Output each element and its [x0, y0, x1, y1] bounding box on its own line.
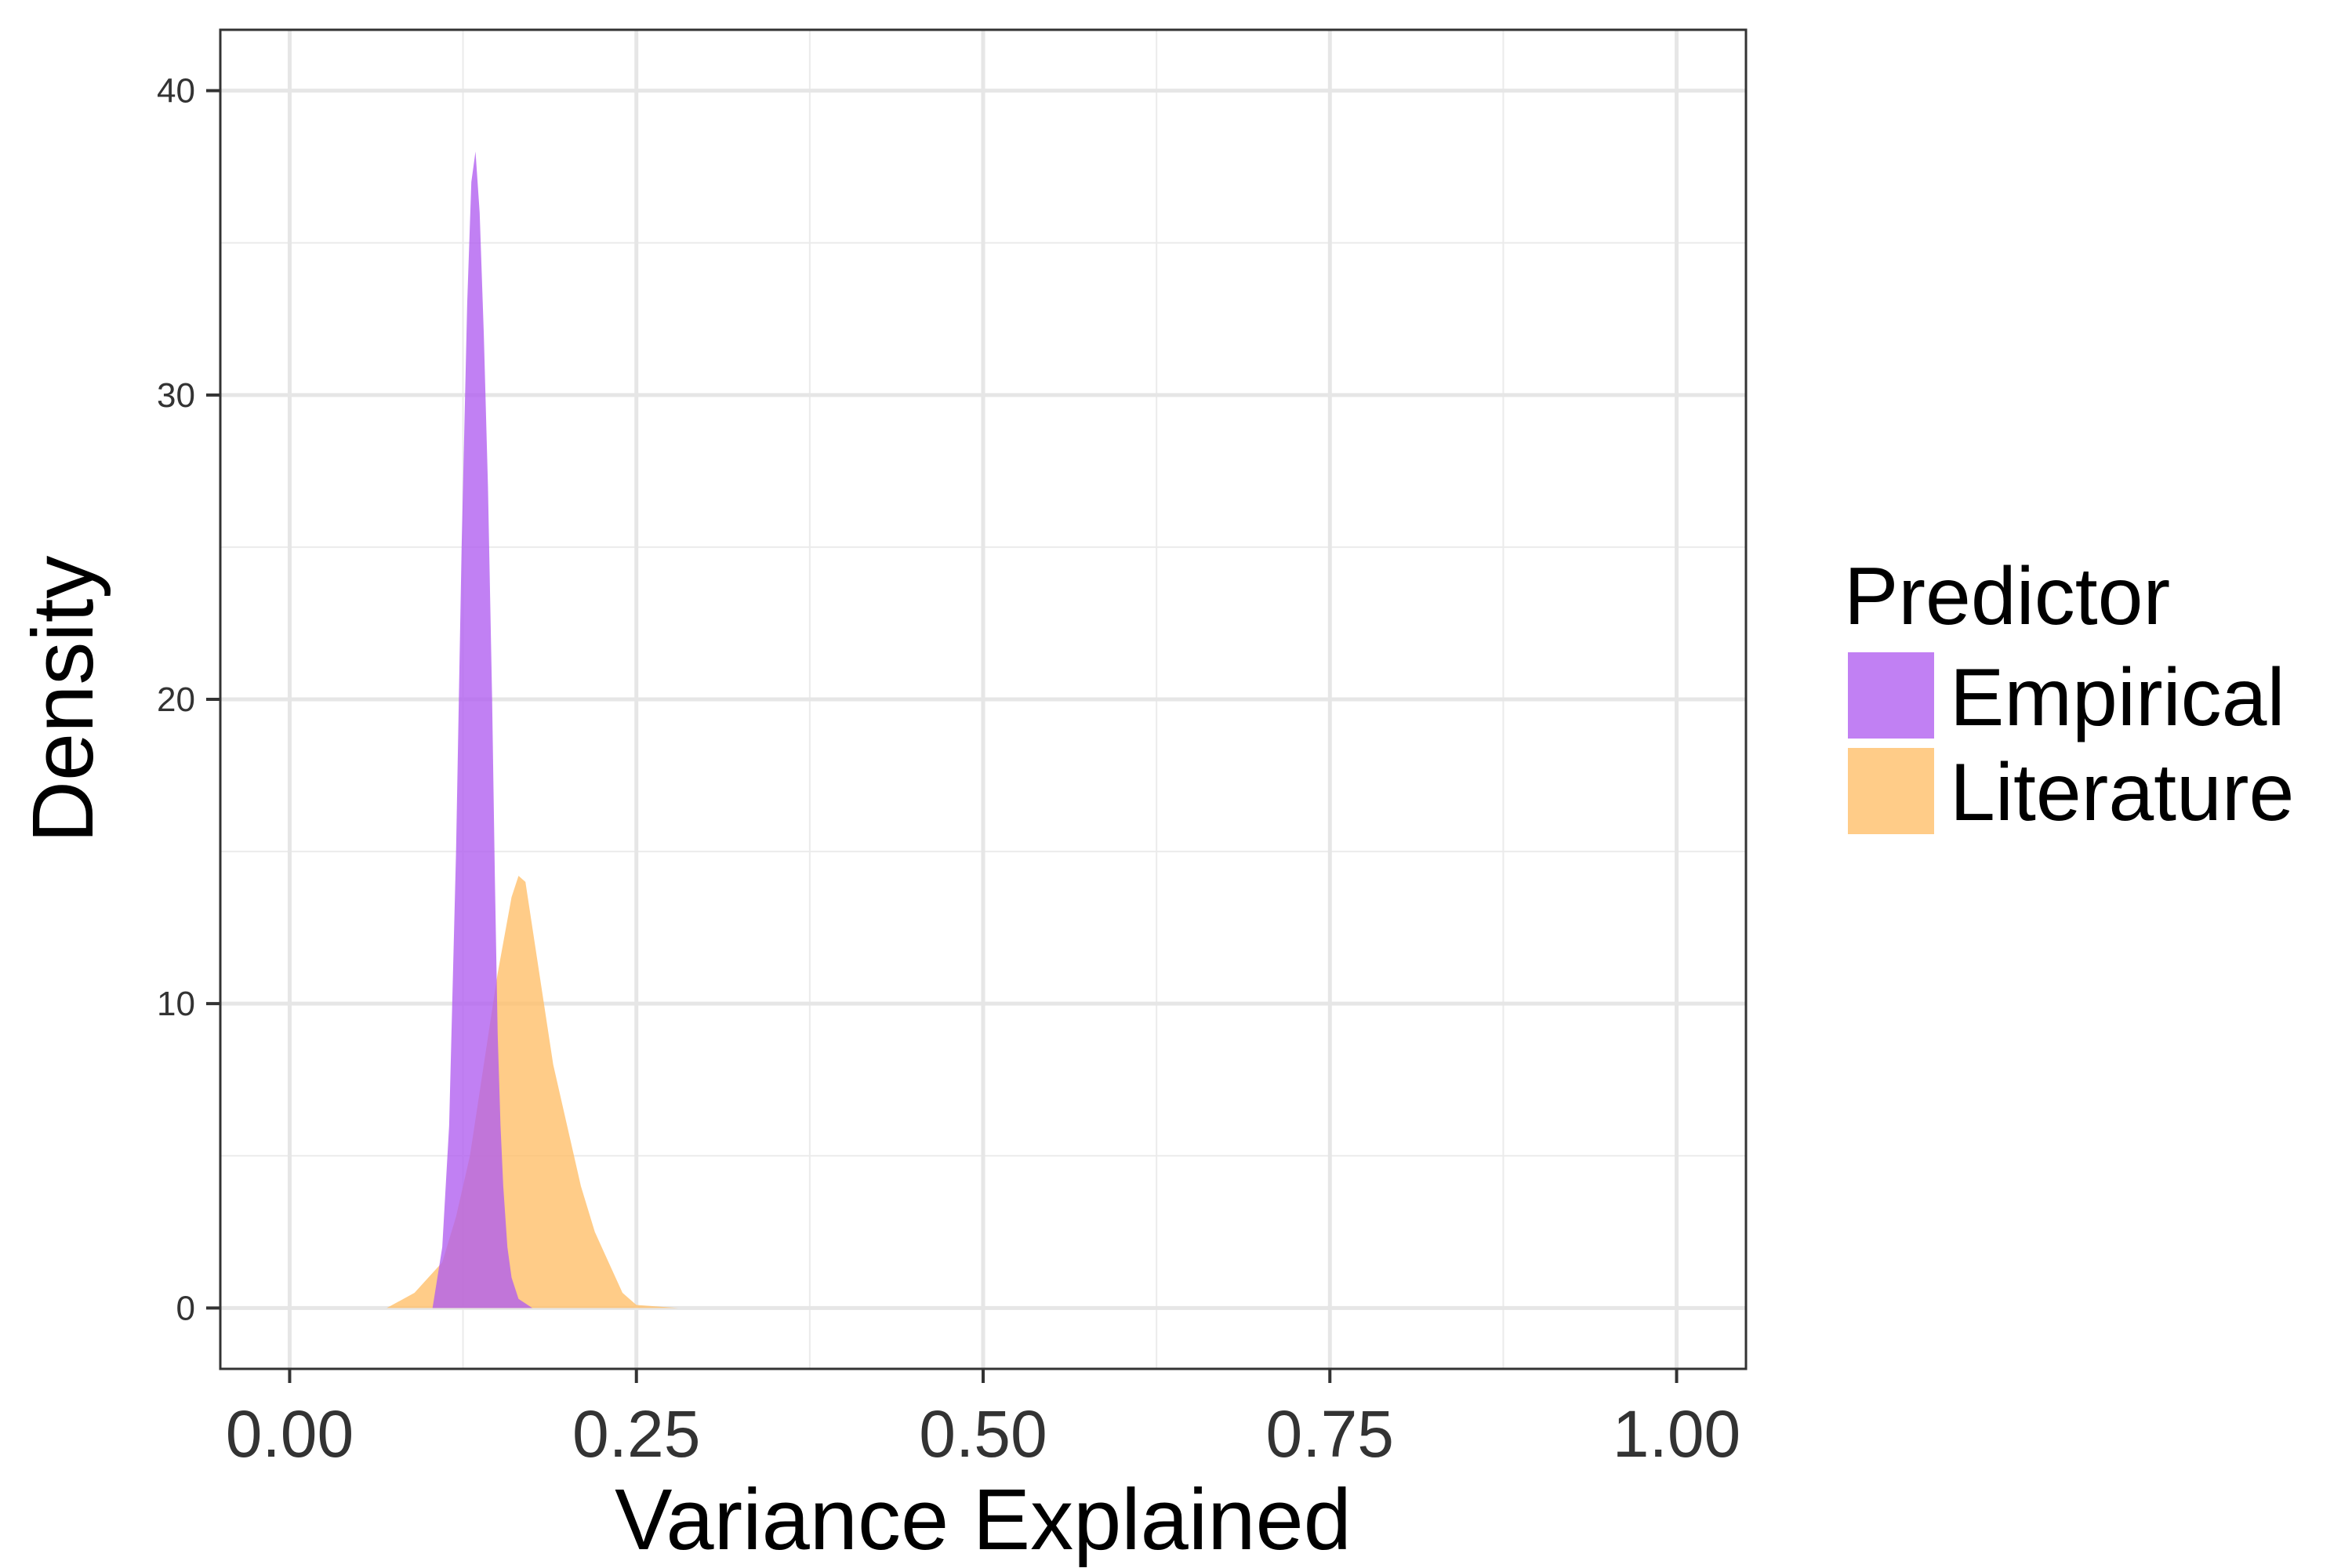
- y-tick-label: 40: [157, 72, 195, 111]
- legend-label-literature: Literature: [1950, 747, 2294, 838]
- x-tick-label: 0.50: [919, 1397, 1047, 1471]
- y-tick-label: 10: [157, 985, 195, 1023]
- legend-label-empirical: Empirical: [1950, 652, 2285, 743]
- x-axis-title: Variance Explained: [615, 1472, 1352, 1568]
- legend: Predictor Empirical Literature: [1844, 551, 2294, 838]
- y-tick-label: 20: [157, 681, 195, 719]
- x-tick-label: 0.25: [572, 1397, 701, 1471]
- y-axis: 0 10 20 30 40: [157, 72, 220, 1327]
- y-axis-title: Density: [15, 556, 111, 844]
- legend-title: Predictor: [1844, 551, 2170, 642]
- density-area-empirical: [432, 151, 533, 1308]
- series-layer: [387, 151, 678, 1308]
- x-axis: 0.00 0.25 0.50 0.75 1.00: [226, 1369, 1741, 1471]
- legend-key-empirical: [1848, 652, 1934, 739]
- x-tick-label: 0.75: [1266, 1397, 1395, 1471]
- y-tick-label: 30: [157, 376, 195, 415]
- x-tick-label: 0.00: [226, 1397, 354, 1471]
- legend-key-literature: [1848, 748, 1934, 834]
- density-area-literature: [387, 876, 678, 1308]
- x-tick-label: 1.00: [1613, 1397, 1741, 1471]
- y-tick-label: 0: [176, 1289, 195, 1327]
